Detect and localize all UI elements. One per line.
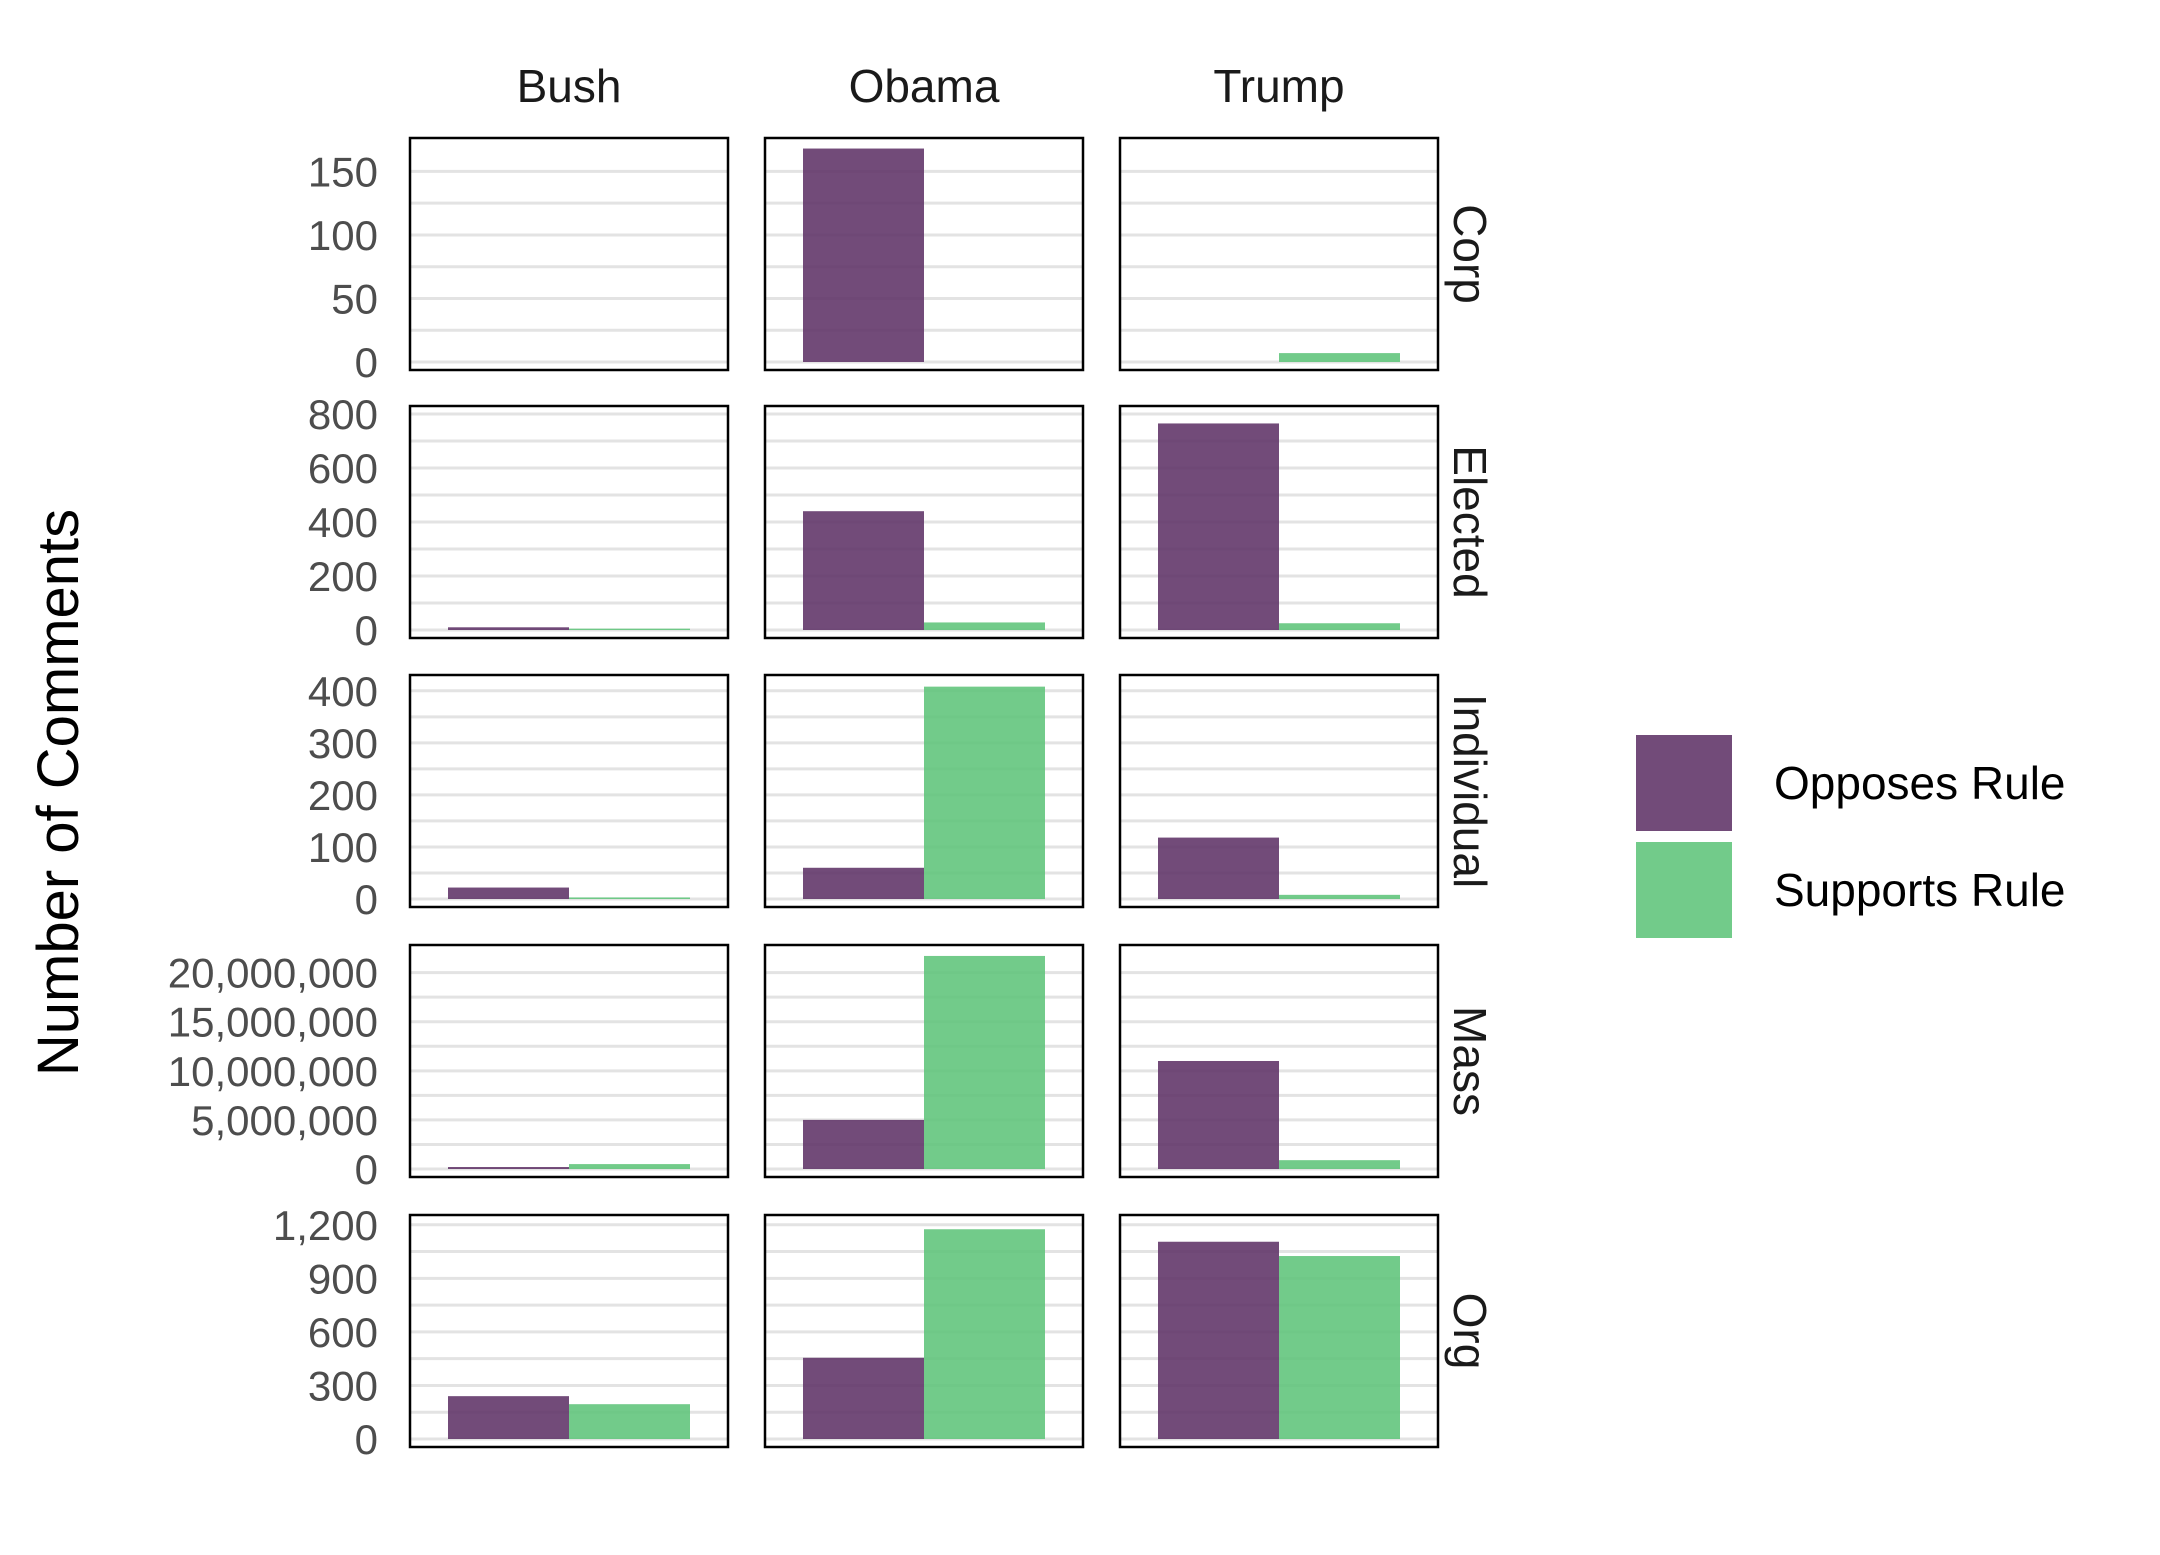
y-tick-label: 300 [308, 720, 378, 767]
bar-elected-bush-supports-rule [569, 628, 690, 630]
y-tick-label: 1,200 [273, 1202, 378, 1249]
bars [448, 148, 1400, 1439]
y-tick-label: 600 [308, 1309, 378, 1356]
labels: Bush Obama Trump 0 50 100 150 Corp 0 200 400 600 800… [26, 60, 1496, 1463]
panel-frame-elected-bush [408, 404, 730, 640]
panel-frames [408, 136, 1440, 1449]
bar-org-trump-opposes-rule [1158, 1241, 1279, 1439]
bar-org-obama-opposes-rule [803, 1357, 924, 1439]
y-tick-label: 0 [355, 1416, 378, 1463]
y-tick-label: 50 [331, 275, 378, 322]
row-label-org: Org [1444, 1293, 1496, 1370]
y-tick-label: 0 [355, 1146, 378, 1193]
panel-frame-mass-trump [1118, 943, 1440, 1179]
bar-org-bush-supports-rule [569, 1404, 690, 1439]
panel-frame-corp-bush [408, 136, 730, 372]
legend-key-opposes-rule [1636, 735, 1732, 831]
column-label-bush: Bush [517, 60, 622, 112]
y-tick-label: 200 [308, 772, 378, 819]
row-label-elected: Elected [1444, 445, 1496, 598]
bar-elected-trump-supports-rule [1279, 623, 1400, 630]
bar-mass-bush-opposes-rule [448, 1167, 569, 1169]
bar-corp-obama-opposes-rule [803, 148, 924, 362]
row-label-mass: Mass [1444, 1006, 1496, 1116]
bar-mass-trump-opposes-rule [1158, 1061, 1279, 1169]
y-tick-label: 5,000,000 [191, 1097, 378, 1144]
legend-label-opposes-rule: Opposes Rule [1774, 757, 2066, 809]
panel-frame-elected-trump [1118, 404, 1440, 640]
bar-org-bush-opposes-rule [448, 1396, 569, 1439]
y-tick-label: 20,000,000 [168, 950, 378, 997]
legend: Opposes Rule Supports Rule [1636, 735, 2066, 938]
legend-label-supports-rule: Supports Rule [1774, 864, 2066, 916]
bar-org-trump-supports-rule [1279, 1256, 1400, 1439]
y-tick-label: 200 [308, 553, 378, 600]
y-tick-label: 0 [355, 876, 378, 923]
bar-individual-obama-supports-rule [924, 686, 1045, 899]
y-tick-label: 300 [308, 1362, 378, 1409]
panel-frame-mass-bush [408, 943, 730, 1179]
bar-individual-bush-supports-rule [569, 897, 690, 899]
bar-org-obama-supports-rule [924, 1229, 1045, 1439]
bar-individual-trump-supports-rule [1279, 894, 1400, 899]
row-label-corp: Corp [1444, 204, 1496, 304]
panel-frame-individual-obama [763, 673, 1085, 909]
y-tick-label: 400 [308, 499, 378, 546]
column-label-obama: Obama [849, 60, 1000, 112]
bar-mass-obama-supports-rule [924, 955, 1045, 1169]
bar-mass-bush-supports-rule [569, 1164, 690, 1169]
panel-frame-org-bush [408, 1213, 730, 1449]
legend-key-supports-rule [1636, 842, 1732, 938]
bar-corp-trump-supports-rule [1279, 353, 1400, 362]
bar-mass-obama-opposes-rule [803, 1119, 924, 1169]
y-tick-label: 150 [308, 148, 378, 195]
panel-frame-corp-obama [763, 136, 1085, 372]
y-axis-title: Number of Comments [26, 509, 91, 1076]
bar-elected-bush-opposes-rule [448, 627, 569, 630]
y-tick-label: 0 [355, 339, 378, 386]
panel-frame-elected-obama [763, 404, 1085, 640]
panel-frame-individual-trump [1118, 673, 1440, 909]
y-tick-label: 10,000,000 [168, 1048, 378, 1095]
panel-frame-org-trump [1118, 1213, 1440, 1449]
y-tick-label: 600 [308, 445, 378, 492]
y-tick-label: 15,000,000 [168, 999, 378, 1046]
row-label-individual: Individual [1444, 694, 1496, 888]
panel-frame-individual-bush [408, 673, 730, 909]
bar-individual-bush-opposes-rule [448, 887, 569, 899]
bar-elected-trump-opposes-rule [1158, 423, 1279, 630]
y-tick-label: 400 [308, 668, 378, 715]
y-tick-label: 800 [308, 391, 378, 438]
bar-mass-trump-supports-rule [1279, 1160, 1400, 1169]
column-label-trump: Trump [1213, 60, 1344, 112]
bar-individual-trump-opposes-rule [1158, 837, 1279, 899]
bar-elected-obama-opposes-rule [803, 511, 924, 630]
y-tick-label: 100 [308, 824, 378, 871]
y-tick-label: 0 [355, 607, 378, 654]
panel-frame-corp-trump [1118, 136, 1440, 372]
bar-individual-obama-opposes-rule [803, 867, 924, 899]
panel-frame-org-obama [763, 1213, 1085, 1449]
y-tick-label: 100 [308, 212, 378, 259]
y-tick-label: 900 [308, 1255, 378, 1302]
panel-frame-mass-obama [763, 943, 1085, 1179]
bar-elected-obama-supports-rule [924, 622, 1045, 630]
